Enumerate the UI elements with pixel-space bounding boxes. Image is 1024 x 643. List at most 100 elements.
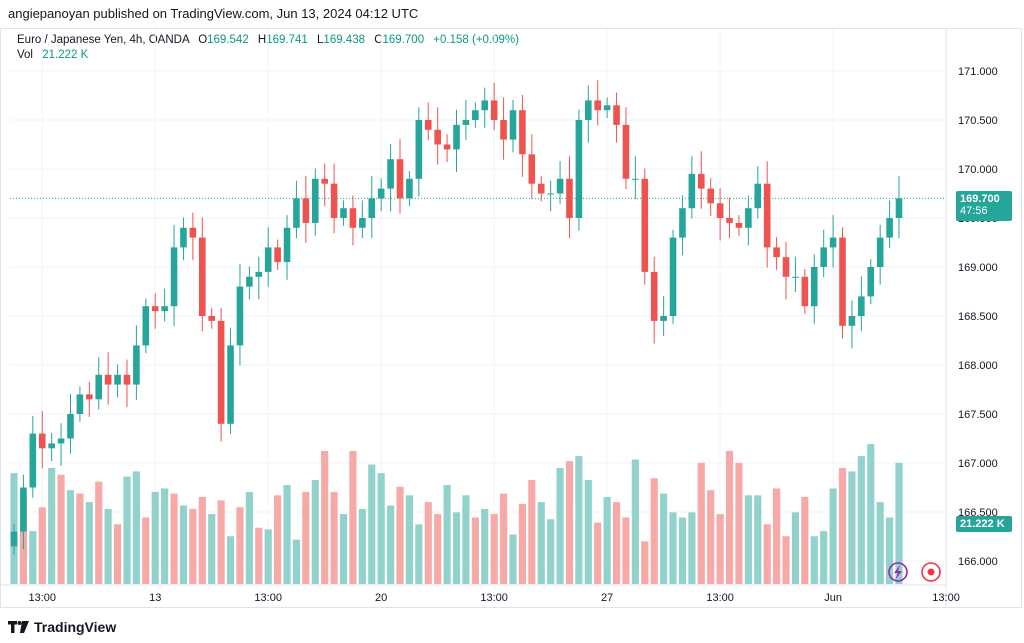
volume-bar: [688, 512, 696, 584]
candle-body: [76, 394, 84, 414]
volume-bar: [725, 450, 734, 584]
volume-bar: [594, 522, 602, 584]
candle-body: [29, 433, 37, 488]
volume-bar: [716, 514, 724, 584]
candle-body: [20, 487, 27, 532]
volume-legend-value: 21.222 K: [42, 49, 89, 61]
candle-body: [773, 247, 780, 258]
volume-bar: [857, 456, 865, 584]
candle-body: [829, 237, 837, 248]
record-icon[interactable]: [921, 562, 941, 582]
candle-body: [688, 173, 696, 209]
candle-body: [406, 178, 413, 199]
x-tick-label: 13:00: [480, 592, 508, 604]
candle-body: [726, 218, 733, 223]
volume-bar: [660, 493, 668, 584]
candle-body: [472, 110, 479, 120]
volume-bar: [678, 517, 687, 584]
volume-bar: [631, 459, 639, 584]
y-tick-label: 167.000: [958, 458, 998, 470]
volume-bar: [132, 471, 140, 584]
y-tick-label: 170.500: [958, 115, 998, 127]
volume-bar: [330, 491, 338, 584]
candle-body: [199, 237, 206, 316]
volume-bar: [810, 536, 818, 584]
candle-body: [377, 188, 385, 199]
volume-bar: [697, 462, 705, 584]
y-tick-label: 171.000: [958, 66, 998, 78]
volume-bar: [405, 495, 414, 584]
volume-bar: [48, 468, 56, 584]
candle-body: [735, 222, 743, 228]
volume-bar: [302, 491, 310, 584]
x-tick-label: 13: [149, 592, 161, 604]
candle-body: [142, 306, 150, 346]
candle-body: [716, 203, 724, 218]
lightning-icon[interactable]: [888, 562, 908, 582]
candle-body: [387, 159, 394, 189]
last-price-value: 169.700: [960, 193, 1000, 205]
symbol-legend[interactable]: Euro / Japanese Yen, 4h, OANDA O169.542 …: [17, 34, 519, 46]
volume-bar: [189, 508, 197, 584]
volume-bar: [264, 529, 272, 584]
candle-body: [217, 320, 225, 424]
volume-bar: [358, 508, 366, 584]
volume-legend[interactable]: Vol 21.222 K: [17, 49, 88, 61]
volume-bar: [349, 450, 357, 584]
x-tick-label: 13:00: [932, 592, 960, 604]
volume-bar: [443, 485, 451, 584]
y-tick-label: 170.000: [958, 164, 998, 176]
candle-body: [613, 105, 620, 125]
candle-body: [151, 306, 159, 312]
candle-body: [782, 257, 790, 277]
volume-bar: [292, 539, 301, 584]
volume-bar: [838, 468, 847, 584]
candle-body: [67, 414, 74, 439]
candle-body: [481, 100, 489, 111]
candle-body: [255, 271, 263, 277]
x-tick-label: 13:00: [254, 592, 282, 604]
candle-body: [114, 374, 121, 385]
candle-body: [820, 247, 827, 267]
volume-bar: [236, 507, 244, 584]
candle-body: [104, 374, 112, 385]
tradingview-logo[interactable]: TradingView: [8, 619, 116, 635]
volume-bar: [66, 490, 75, 584]
y-tick-label: 167.500: [958, 409, 998, 421]
candle-body: [537, 183, 545, 194]
volume-bar: [791, 512, 800, 584]
publisher-credit: angiepanoyan published on TradingView.co…: [8, 6, 419, 21]
volume-bar: [547, 519, 555, 584]
volume-bar: [198, 497, 206, 584]
volume-bar: [641, 541, 649, 584]
candle-body: [236, 286, 244, 346]
candle-body: [585, 100, 592, 120]
volume-bar: [575, 456, 583, 584]
volume-bar: [113, 524, 122, 584]
symbol-name: Euro / Japanese Yen, 4h, OANDA: [17, 34, 189, 46]
candle-body: [246, 276, 253, 287]
candle-body: [396, 159, 404, 199]
volume-bar: [848, 471, 856, 584]
volume-bars: [10, 444, 903, 584]
candle-body: [650, 271, 658, 321]
candle-body: [180, 227, 187, 248]
candle-body: [86, 394, 93, 400]
volume-bar: [622, 517, 630, 584]
volume-bar: [499, 493, 508, 584]
volume-bar: [782, 536, 790, 584]
volume-bar: [255, 527, 263, 584]
change-value: +0.158 (+0.09%): [433, 34, 519, 46]
candle-body: [867, 267, 875, 297]
y-tick-label: 166.000: [958, 556, 998, 568]
candle-body: [48, 443, 55, 449]
volume-bar: [161, 488, 169, 584]
candle-body: [707, 188, 714, 204]
volume-bar: [763, 524, 771, 584]
candle-body: [763, 183, 771, 248]
volume-bar: [481, 508, 489, 584]
volume-bar: [57, 474, 65, 584]
volume-bar: [565, 461, 574, 584]
